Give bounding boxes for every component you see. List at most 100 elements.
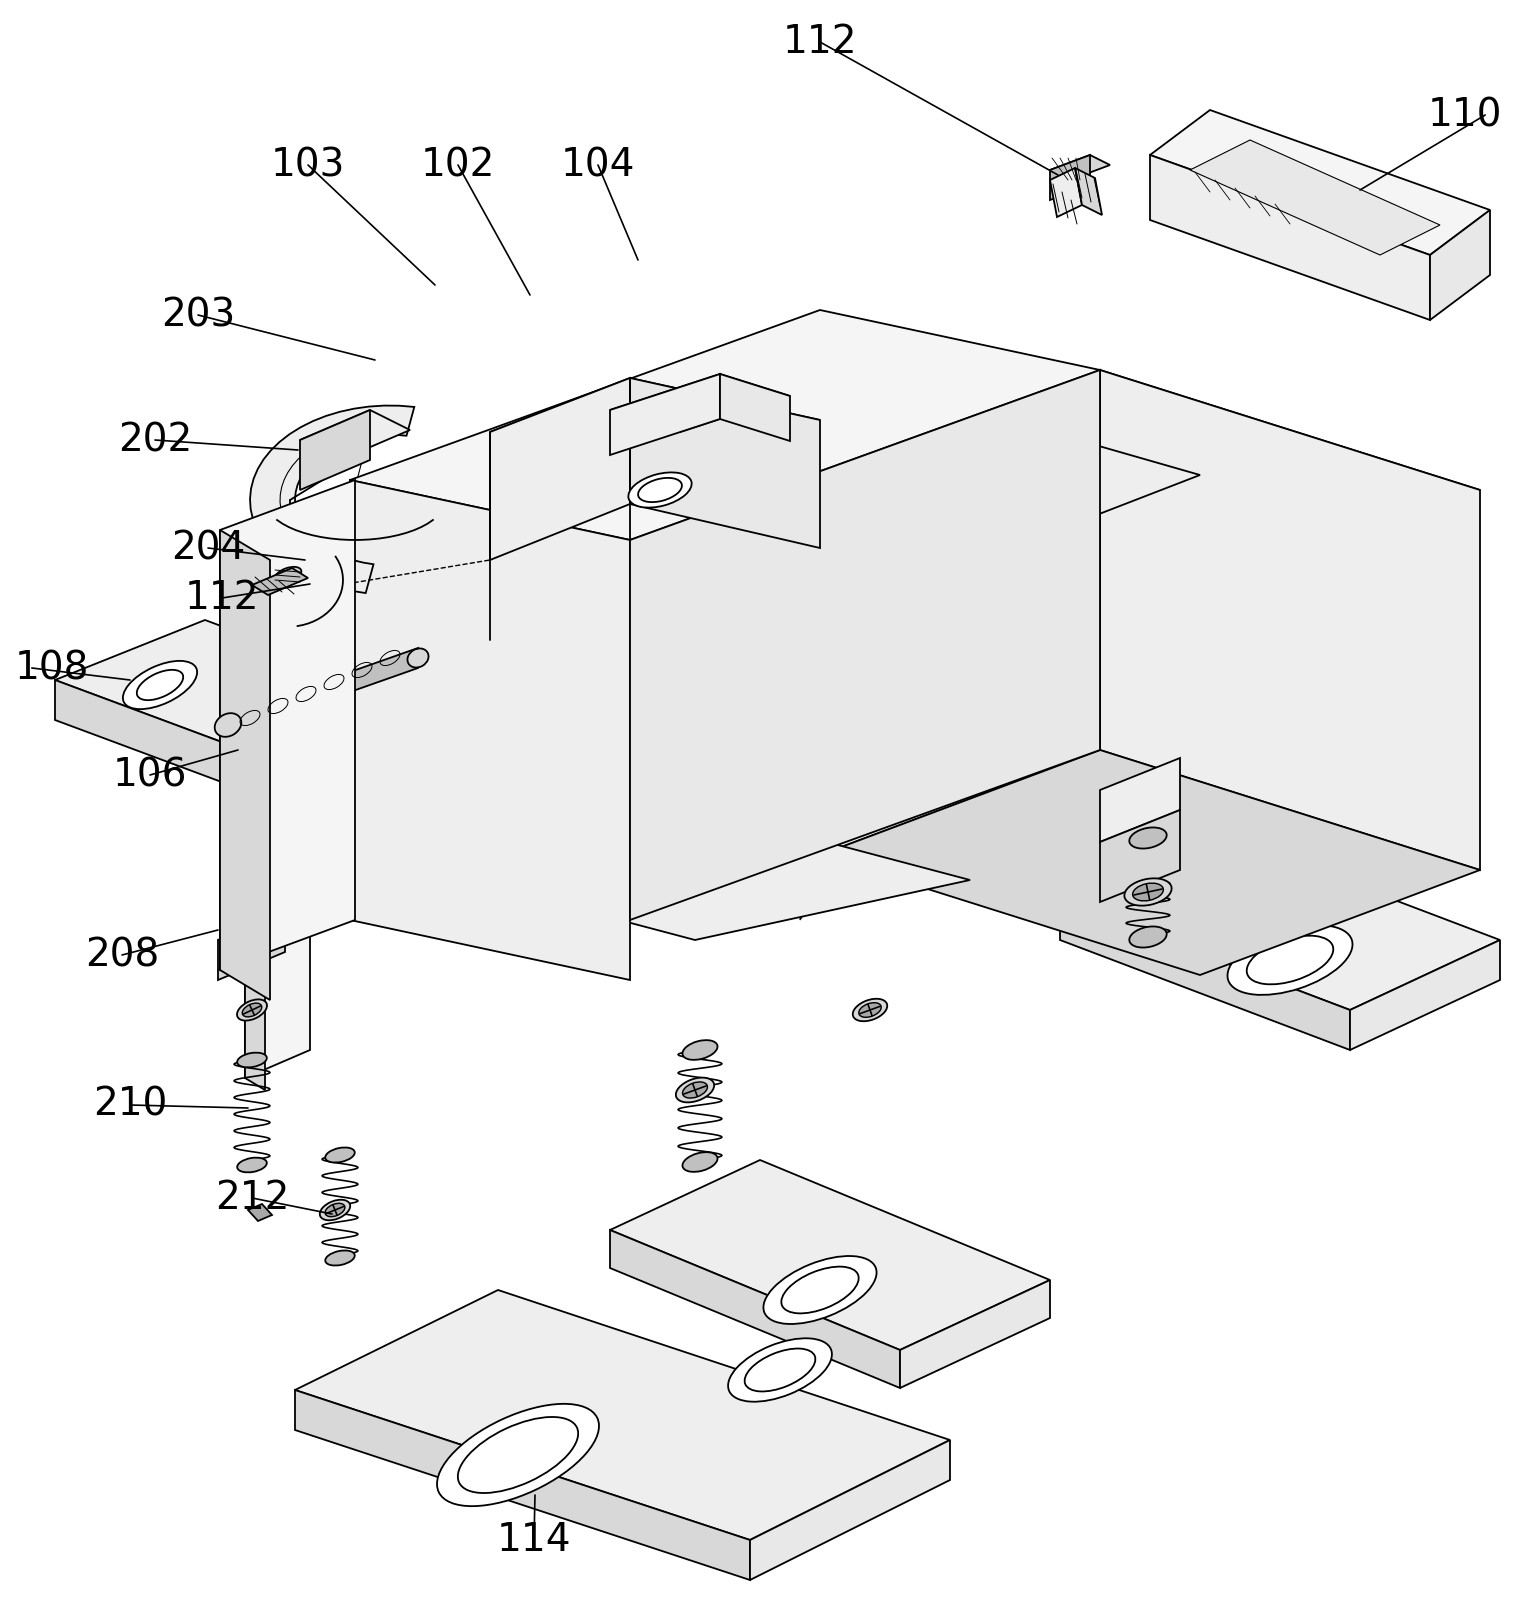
Polygon shape (820, 750, 1481, 975)
Ellipse shape (242, 1002, 262, 1017)
Polygon shape (609, 373, 790, 431)
Polygon shape (349, 311, 1100, 541)
Polygon shape (960, 579, 1040, 763)
Polygon shape (629, 378, 820, 549)
Ellipse shape (274, 566, 302, 582)
Polygon shape (1150, 109, 1490, 254)
Polygon shape (295, 1390, 749, 1580)
Polygon shape (1050, 154, 1110, 180)
Polygon shape (1190, 140, 1441, 254)
Polygon shape (220, 529, 269, 1001)
Polygon shape (1050, 154, 1090, 200)
Polygon shape (220, 479, 356, 970)
Polygon shape (356, 640, 970, 790)
Ellipse shape (137, 669, 183, 700)
Polygon shape (1430, 211, 1490, 320)
Ellipse shape (320, 1200, 351, 1220)
Ellipse shape (457, 1418, 579, 1493)
Polygon shape (609, 373, 720, 455)
Polygon shape (228, 648, 419, 735)
Polygon shape (645, 574, 665, 916)
Polygon shape (55, 681, 269, 800)
Polygon shape (1350, 940, 1501, 1051)
Ellipse shape (676, 1078, 714, 1102)
Ellipse shape (782, 1266, 859, 1313)
Polygon shape (245, 700, 265, 1089)
Ellipse shape (237, 1157, 266, 1173)
Polygon shape (295, 1290, 950, 1540)
Text: 108: 108 (15, 648, 89, 687)
Polygon shape (960, 529, 1100, 730)
Polygon shape (249, 405, 414, 594)
Polygon shape (356, 790, 970, 940)
Polygon shape (1100, 370, 1481, 870)
Polygon shape (248, 1204, 272, 1221)
Polygon shape (1150, 154, 1430, 320)
Text: 114: 114 (497, 1521, 571, 1559)
Ellipse shape (682, 1081, 708, 1097)
Polygon shape (489, 378, 629, 560)
Ellipse shape (437, 1403, 599, 1506)
Polygon shape (820, 370, 1100, 854)
Ellipse shape (682, 1039, 717, 1060)
Polygon shape (1076, 167, 1102, 216)
Ellipse shape (745, 1348, 816, 1392)
Polygon shape (300, 410, 409, 460)
Ellipse shape (325, 1250, 356, 1266)
Polygon shape (1050, 167, 1082, 217)
Polygon shape (356, 431, 489, 767)
Ellipse shape (859, 1002, 882, 1017)
Text: 203: 203 (162, 296, 235, 335)
Polygon shape (720, 373, 790, 441)
Ellipse shape (214, 713, 242, 737)
Polygon shape (749, 1440, 950, 1580)
Polygon shape (356, 790, 629, 890)
Polygon shape (269, 700, 420, 800)
Text: 210: 210 (92, 1086, 168, 1125)
Polygon shape (1060, 899, 1350, 1051)
Text: 110: 110 (1428, 97, 1502, 134)
Polygon shape (356, 640, 629, 740)
Polygon shape (219, 912, 285, 980)
Text: 104: 104 (560, 146, 636, 183)
Polygon shape (252, 568, 308, 595)
Polygon shape (1060, 830, 1501, 1010)
Ellipse shape (237, 999, 266, 1020)
Text: 212: 212 (215, 1179, 289, 1216)
Polygon shape (245, 870, 309, 904)
Text: 112: 112 (783, 23, 857, 61)
Polygon shape (489, 378, 820, 475)
Ellipse shape (639, 478, 682, 502)
Ellipse shape (408, 648, 428, 668)
Polygon shape (609, 1229, 900, 1389)
Ellipse shape (728, 1339, 833, 1401)
Ellipse shape (1125, 879, 1171, 906)
Ellipse shape (1133, 883, 1163, 901)
Ellipse shape (1130, 827, 1167, 848)
Polygon shape (609, 1160, 1050, 1350)
Ellipse shape (763, 1257, 877, 1324)
Polygon shape (900, 420, 1100, 610)
Ellipse shape (325, 1147, 356, 1163)
Ellipse shape (1130, 927, 1167, 948)
Text: 112: 112 (185, 579, 259, 616)
Polygon shape (55, 619, 420, 759)
Polygon shape (900, 431, 1200, 533)
Polygon shape (489, 431, 629, 719)
Text: 204: 204 (171, 529, 245, 566)
Polygon shape (489, 570, 509, 911)
Text: 208: 208 (85, 936, 159, 973)
Text: 202: 202 (119, 422, 192, 459)
Ellipse shape (682, 1152, 717, 1171)
Ellipse shape (628, 473, 691, 507)
Polygon shape (300, 410, 369, 491)
Ellipse shape (237, 1052, 266, 1067)
Polygon shape (1100, 809, 1180, 903)
Polygon shape (219, 912, 320, 957)
Polygon shape (820, 370, 1481, 595)
Ellipse shape (123, 661, 197, 710)
Polygon shape (245, 673, 309, 1078)
Polygon shape (900, 1281, 1050, 1389)
Ellipse shape (1247, 936, 1333, 985)
Text: 106: 106 (112, 756, 188, 793)
